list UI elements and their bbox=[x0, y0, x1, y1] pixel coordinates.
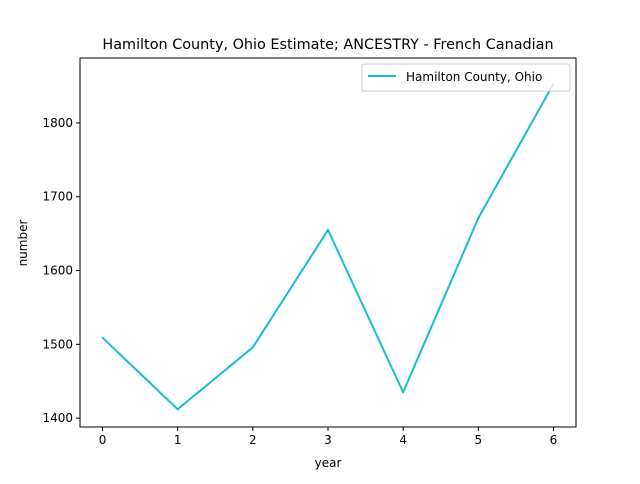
legend-box bbox=[361, 63, 571, 92]
y-tick-label: 1700 bbox=[42, 190, 73, 204]
x-tick-label: 2 bbox=[249, 433, 257, 447]
data-point bbox=[402, 391, 405, 394]
data-point bbox=[251, 346, 254, 349]
y-tick-label: 1600 bbox=[42, 264, 73, 278]
axis-ticks: 0 1 2 3 4 5 6 1400 1500 1600 1700 1800 bbox=[42, 116, 557, 447]
data-point bbox=[327, 228, 329, 231]
y-axis-label: number bbox=[16, 220, 30, 267]
data-point bbox=[176, 408, 179, 411]
x-tick-label: 6 bbox=[550, 433, 558, 447]
plot-frame bbox=[79, 57, 577, 428]
legend: Hamilton County, Ohio bbox=[361, 63, 571, 92]
y-tick-label: 1800 bbox=[42, 116, 73, 130]
plot-area bbox=[79, 57, 577, 428]
x-axis-label: year bbox=[315, 456, 342, 470]
data-point bbox=[101, 336, 104, 339]
y-tick-label: 1400 bbox=[42, 411, 73, 425]
x-tick-label: 4 bbox=[399, 433, 407, 447]
x-tick-label: 5 bbox=[474, 433, 482, 447]
data-point bbox=[477, 217, 480, 220]
x-tick-label: 3 bbox=[324, 433, 332, 447]
x-tick-label: 0 bbox=[99, 433, 107, 447]
chart-title: Hamilton County, Ohio Estimate; ANCESTRY… bbox=[102, 37, 553, 53]
x-tick-label: 1 bbox=[174, 433, 182, 447]
legend-label: Hamilton County, Ohio bbox=[406, 70, 542, 84]
y-tick-label: 1500 bbox=[42, 337, 73, 351]
